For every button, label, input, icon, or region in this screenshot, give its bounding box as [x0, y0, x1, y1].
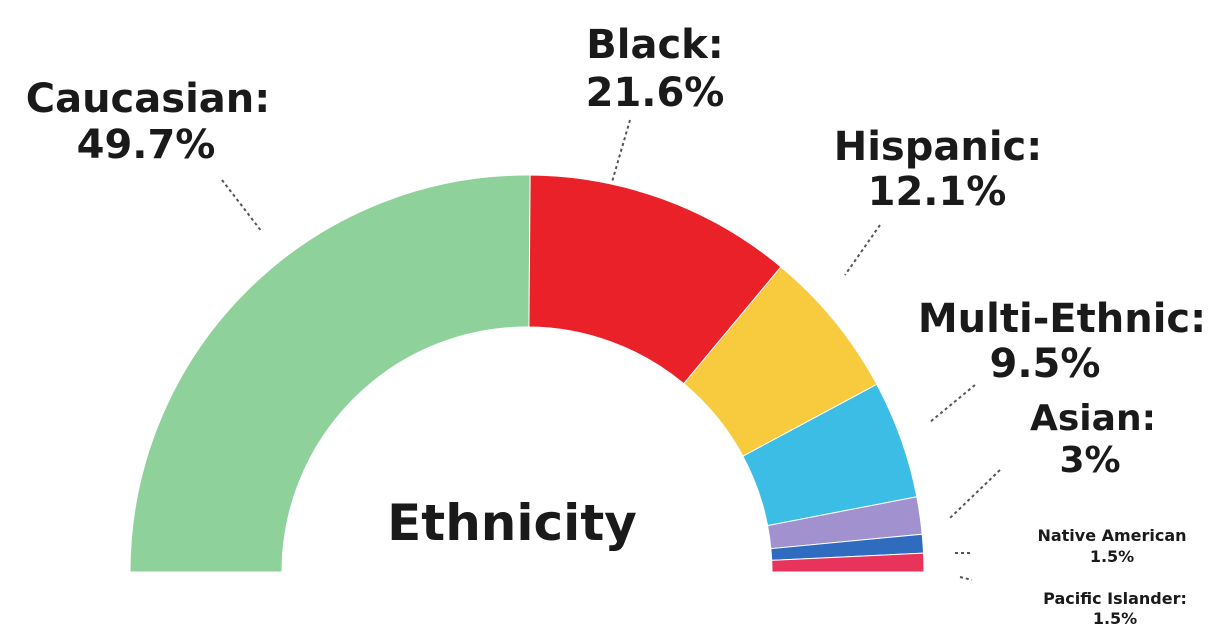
native-american-value: 1.5% — [1090, 547, 1134, 566]
slice-label-hispanic: Hispanic: 12.1% — [834, 124, 1043, 215]
pacific-islander-value: 1.5% — [1093, 609, 1137, 628]
slice-label-pacific-islander: Pacific Islander: 1.5% — [1043, 589, 1187, 628]
leader-caucasian — [221, 179, 263, 233]
slice-label-asian: Asian: 3% — [1030, 398, 1156, 481]
caucasian-value: 49.7% — [77, 122, 216, 168]
asian-name: Asian: — [1030, 398, 1156, 439]
center-title: Ethnicity — [387, 494, 637, 552]
slice-pacific-islander — [771, 552, 925, 573]
hispanic-value: 12.1% — [868, 169, 1007, 215]
multi-ethnic-value: 9.5% — [990, 341, 1101, 387]
pacific-islander-name: Pacific Islander: — [1043, 589, 1187, 608]
leader-hispanic — [844, 224, 881, 276]
black-value: 21.6% — [586, 70, 725, 116]
slice-label-native-american: Native American 1.5% — [1037, 526, 1186, 566]
chart-slices — [129, 174, 925, 573]
slice-label-black: Black: 21.6% — [586, 22, 725, 116]
slice-label-multi-ethnic: Multi-Ethnic: 9.5% — [918, 296, 1206, 387]
hispanic-name: Hispanic: — [834, 124, 1043, 170]
leader-lines — [221, 119, 1001, 581]
black-name: Black: — [586, 22, 724, 68]
native-american-name: Native American — [1037, 526, 1186, 545]
leader-asian — [949, 469, 1001, 519]
caucasian-name: Caucasian: — [26, 76, 271, 122]
multi-ethnic-name: Multi-Ethnic: — [918, 296, 1206, 342]
leader-black — [611, 119, 631, 183]
asian-value: 3% — [1059, 440, 1120, 481]
leader-multi-ethnic — [929, 384, 976, 423]
slice-label-caucasian: Caucasian: 49.7% — [26, 76, 271, 168]
leader-pacific-islander — [959, 576, 973, 581]
slice-caucasian — [129, 174, 531, 573]
